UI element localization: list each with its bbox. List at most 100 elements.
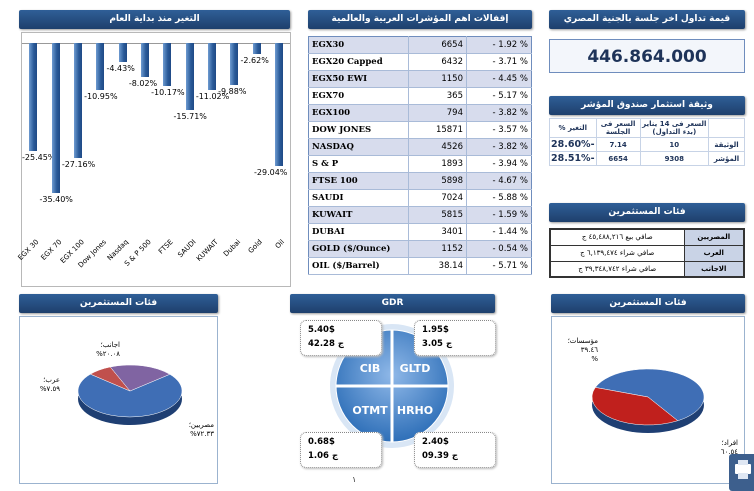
fund-row-change: -28.60%: [549, 137, 597, 152]
pie-slice: [109, 364, 171, 392]
index-name: OIL ($/Barrel): [308, 257, 409, 275]
fund-col-price-session: السعر فى الجلسة: [595, 118, 641, 138]
index-row: EGX20 Capped 6432- 3.71 %: [308, 53, 532, 71]
index-row: S & P 1893- 3.94 %: [308, 155, 532, 173]
index-row: DOW JONES 15871- 3.57 %: [308, 121, 532, 139]
bar: [73, 43, 82, 159]
index-name: NASDAQ: [308, 138, 409, 156]
index-name: EGX100: [308, 104, 409, 122]
bar-data-label: -2.62%: [240, 56, 269, 66]
index-row: EGX50 EWI 1150- 4.45 %: [308, 70, 532, 88]
pie-right-inst-label: مؤسسات؛ ٣٩.٤٦ %: [567, 337, 598, 363]
fund-col-change: التغير %: [549, 118, 597, 138]
pie-right-chart: [591, 368, 705, 433]
index-change: - 3.71 %: [466, 53, 532, 71]
x-tick-label: EGX 30: [16, 238, 41, 262]
pie-left-title: فئات المستثمرين: [19, 294, 218, 313]
bar-data-label: -10.17%: [151, 88, 185, 98]
index-change: - 3.82 %: [466, 138, 532, 156]
bar-data-label: -15.71%: [173, 111, 207, 121]
pie-left-panel: اجانب؛ ٢٠.٠٨% عرب؛ ٧.٥٩% مصريين؛ ٧٢.٣٣%: [19, 316, 218, 484]
pie-slice: [77, 373, 183, 418]
x-tick-label: Dubai: [221, 238, 242, 259]
fund-row-label: الوثيقة: [708, 137, 745, 152]
bar-data-label: -9.88%: [218, 86, 247, 96]
x-axis: [22, 43, 290, 44]
fund-row-change: -28.51%: [549, 151, 597, 166]
index-value: 7024: [408, 189, 467, 207]
index-change: - 1.44 %: [466, 223, 532, 241]
ytd-change-chart: -25.45% EGX 30 -35.40% EGX 70 -27.16% EGX 100…: [17, 32, 291, 287]
bar-data-label: -35.40%: [39, 195, 73, 205]
print-icon[interactable]: [729, 454, 754, 491]
fund-title: وثيقة استثمار صندوق المؤشر: [549, 96, 745, 115]
x-tick-label: SAUDI: [175, 238, 198, 260]
bar: [163, 43, 172, 87]
fund-col-price-jan: السعر فى 14 يناير (بدء التداول): [639, 118, 710, 138]
index-value: 4526: [408, 138, 467, 156]
session-title: قيمة تداول اخر جلسة بالجنية المصري: [549, 10, 745, 29]
bar-data-label: -27.16%: [61, 160, 96, 170]
index-name: DUBAI: [308, 223, 409, 241]
index-change: - 0.54 %: [466, 240, 532, 258]
index-change: - 5.17 %: [466, 87, 532, 105]
bar: [230, 43, 239, 85]
index-change: - 5.71 %: [466, 257, 532, 275]
gdr-box-gltd: 1.95$ 3.05 ج: [414, 320, 496, 356]
pie-right-panel: مؤسسات؛ ٣٩.٤٦ % افراد؛ ٦٠.٥٤ %: [551, 316, 745, 484]
pie-right-title: فئات المستثمرين: [551, 294, 745, 313]
bar-data-label: -25.45%: [22, 153, 56, 163]
bar: [96, 43, 105, 90]
investor-net: صافي شراء ٦,١٣٩,٤٧٤ ج: [549, 244, 685, 262]
bar: [140, 43, 149, 78]
index-name: EGX20 Capped: [308, 53, 409, 71]
investor-category: المصريين: [683, 228, 745, 246]
indices-title: إقفالات اهم المؤشرات العربية والعالمية: [308, 10, 532, 29]
index-value: 365: [408, 87, 467, 105]
fund-row-price-session: 7.14: [595, 137, 641, 152]
investors-table: المصريين صافي بيع ٤٥,٤٨٨,٢١٦ ج العرب صاف…: [549, 228, 745, 278]
pie-left-egypt-label: مصريين؛ ٧٢.٣٣%: [188, 421, 214, 438]
bar-data-label: -10.95%: [84, 91, 118, 101]
index-value: 3401: [408, 223, 467, 241]
index-value: 1150: [408, 70, 467, 88]
index-name: EGX50 EWI: [308, 70, 409, 88]
x-tick-label: Gold: [247, 238, 265, 256]
index-value: 5898: [408, 172, 467, 190]
index-change: - 5.88 %: [466, 189, 532, 207]
index-value: 6654: [408, 36, 467, 54]
gdr-box-otmt: 0.68$ 1.06 ج: [300, 432, 382, 468]
page-number: ١: [352, 475, 357, 484]
index-name: EGX70: [308, 87, 409, 105]
bar-data-label: -11.02%: [195, 91, 230, 101]
index-row: EGX100 794- 3.82 %: [308, 104, 532, 122]
pie-slice: [594, 368, 705, 422]
gdr-box-hrho: 2.40$ 09.39 ج: [414, 432, 496, 468]
index-row: EGX70 365- 5.17 %: [308, 87, 532, 105]
index-change: - 3.94 %: [466, 155, 532, 173]
index-value: 6432: [408, 53, 467, 71]
bar: [29, 43, 38, 152]
index-row: SAUDI 7024- 5.88 %: [308, 189, 532, 207]
bar: [185, 43, 194, 110]
pie-slice: [591, 387, 679, 426]
index-name: EGX30: [308, 36, 409, 54]
bar: [51, 43, 60, 194]
index-row: GOLD ($/Ounce) 1152- 0.54 %: [308, 240, 532, 258]
fund-row-price-session: 6654: [595, 151, 641, 166]
index-change: - 4.45 %: [466, 70, 532, 88]
pie-left-arab-label: عرب؛ ٧.٥٩%: [39, 376, 60, 393]
fund-row-price-jan: 9308: [639, 151, 710, 166]
index-change: - 4.67 %: [466, 172, 532, 190]
index-name: FTSE 100: [308, 172, 409, 190]
fund-table: السعر فى 14 يناير (بدء التداول) السعر فى…: [549, 118, 745, 166]
chart-title: التغير منذ بداية العام: [19, 10, 290, 29]
gdr-seg-otmt: OTMT: [352, 404, 388, 417]
index-value: 1893: [408, 155, 467, 173]
index-row: DUBAI 3401- 1.44 %: [308, 223, 532, 241]
index-row: EGX30 6654- 1.92 %: [308, 36, 532, 54]
x-tick-label: KUWAIT: [194, 238, 220, 263]
bar: [252, 43, 261, 55]
index-row: KUWAIT 5815- 1.59 %: [308, 206, 532, 224]
